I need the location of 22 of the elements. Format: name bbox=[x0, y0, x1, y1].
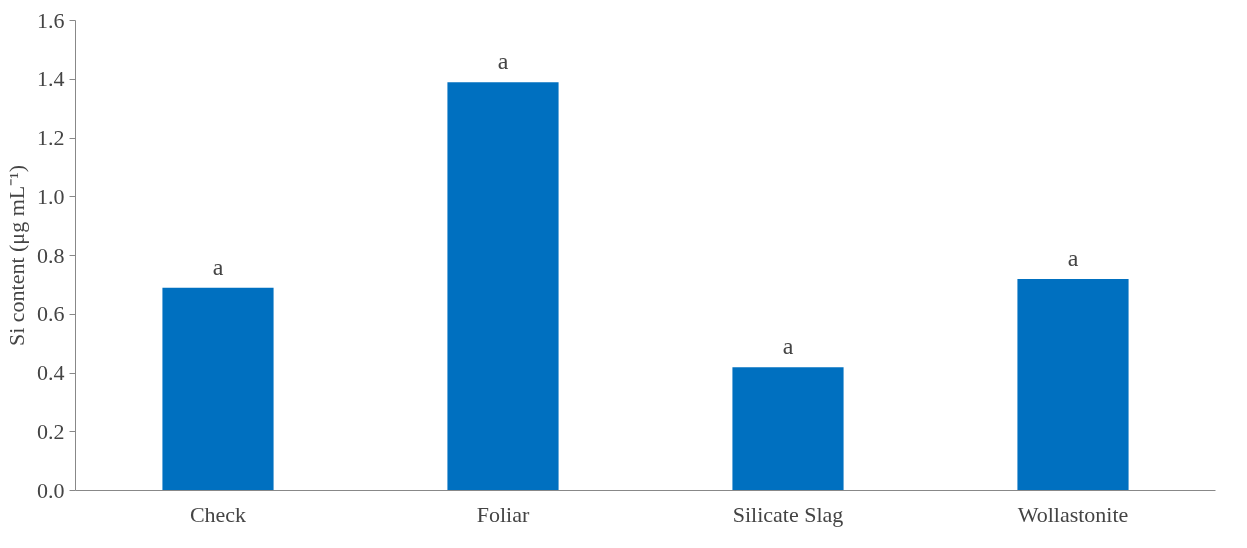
y-tick-label: 1.6 bbox=[37, 7, 65, 33]
x-tick-label: Silicate Slag bbox=[732, 501, 844, 527]
y-tick-label: 1.0 bbox=[37, 183, 65, 209]
bar bbox=[162, 287, 274, 491]
y-tick-label: 0.4 bbox=[37, 360, 65, 385]
y-tick-label: 0.2 bbox=[37, 418, 65, 444]
y-tick-label: 1.4 bbox=[37, 66, 65, 92]
bar bbox=[447, 82, 559, 491]
annotation: a bbox=[1067, 245, 1079, 271]
y-axis-title: Si content (μg mL⁻¹) bbox=[4, 164, 29, 347]
y-tick-label: 0.0 bbox=[37, 477, 65, 503]
y-tick-label: 1.2 bbox=[37, 125, 65, 150]
x-tick-label: Check bbox=[189, 501, 247, 527]
annotation: a bbox=[497, 48, 509, 75]
bar bbox=[732, 367, 844, 491]
annotation: a bbox=[212, 253, 224, 280]
y-tick-label: 0.6 bbox=[37, 301, 65, 327]
x-tick-label: Foliar bbox=[476, 501, 530, 527]
annotation: a bbox=[782, 333, 794, 360]
bar bbox=[1017, 279, 1129, 491]
x-tick-label: Wollastonite bbox=[1017, 501, 1129, 527]
y-tick-label: 0.8 bbox=[37, 242, 65, 268]
